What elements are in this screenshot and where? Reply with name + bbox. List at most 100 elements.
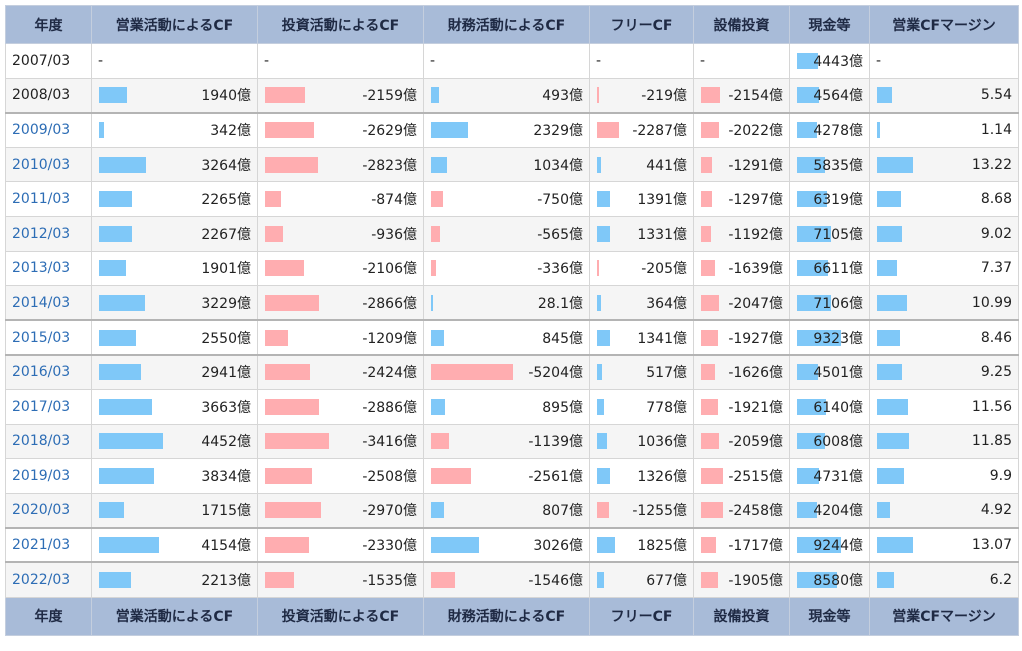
operating-cf-margin-cell: 9.9: [869, 458, 1019, 494]
year-cell[interactable]: 2012/03: [5, 215, 92, 252]
operating-cf-margin-bar: [877, 329, 900, 346]
capex-cell: -1921億: [693, 388, 790, 425]
table-row: 2011/03 2265億 -874億 -750億 1391億 -1297億 6319億 8.…: [5, 181, 1019, 217]
year-cell[interactable]: 2017/03: [5, 388, 92, 425]
operating-cf-cell: 3229億: [91, 285, 258, 321]
free-cf-value: 677億: [646, 572, 687, 589]
year-label[interactable]: 2011/03: [12, 191, 71, 208]
operating-cf-cell: 3834億: [91, 458, 258, 494]
operating-cf-bar: [99, 571, 131, 588]
cash-value: 4278億: [813, 123, 863, 140]
year-cell: 2008/03: [5, 77, 92, 114]
free-cf-bar: [597, 87, 599, 104]
investing-cf-bar: [265, 502, 321, 519]
year-cell[interactable]: 2022/03: [5, 561, 92, 598]
operating-cf-cell: 1940億: [91, 77, 258, 114]
free-cf-bar: [597, 156, 601, 173]
financing-cf-bar: [431, 87, 439, 104]
operating-cf-cell: 2941億: [91, 353, 258, 390]
operating-cf-margin-cell: 9.25: [869, 353, 1019, 390]
year-label[interactable]: 2013/03: [12, 260, 71, 277]
investing-cf-value: -1209億: [362, 330, 417, 347]
year-label[interactable]: 2009/03: [12, 122, 71, 139]
free-cf-value: 1326億: [637, 468, 687, 485]
operating-cf-margin-bar: [877, 364, 902, 381]
investing-cf-bar: [265, 294, 319, 311]
capex-bar: [701, 225, 711, 242]
free-cf-value: 778億: [646, 399, 687, 416]
year-label[interactable]: 2010/03: [12, 156, 71, 173]
capex-cell: -1905億: [693, 561, 790, 598]
capex-value: -2022億: [728, 123, 783, 140]
year-cell[interactable]: 2011/03: [5, 181, 92, 217]
year-label[interactable]: 2017/03: [12, 398, 71, 415]
capex-cell: -1626億: [693, 353, 790, 390]
year-label[interactable]: 2012/03: [12, 225, 71, 242]
footer-col-6: 現金等: [789, 596, 870, 636]
operating-cf-margin-bar: [877, 87, 892, 104]
free-cf-cell: 441億: [589, 146, 694, 183]
financing-cf-cell: -5204億: [423, 353, 590, 390]
financing-cf-bar: [431, 191, 443, 208]
year-cell[interactable]: 2009/03: [5, 111, 92, 148]
year-cell[interactable]: 2021/03: [5, 526, 92, 563]
operating-cf-margin-value: 6.2: [989, 571, 1012, 588]
operating-cf-cell: 2265億: [91, 181, 258, 217]
financing-cf-value: -1546億: [528, 572, 583, 589]
capex-cell: -1192億: [693, 215, 790, 252]
free-cf-bar: [597, 502, 609, 519]
operating-cf-margin-bar: [877, 467, 904, 484]
header-col-3: 財務活動によるCF: [423, 5, 590, 44]
year-label[interactable]: 2020/03: [12, 502, 71, 519]
financing-cf-value: 807億: [542, 503, 583, 520]
financing-cf-value: -5204億: [528, 365, 583, 382]
year-cell[interactable]: 2020/03: [5, 492, 92, 529]
cash-value: 6611億: [813, 261, 863, 278]
financing-cf-value: 493億: [542, 88, 583, 105]
year-label[interactable]: 2015/03: [12, 329, 71, 346]
free-cf-cell: -205億: [589, 250, 694, 287]
year-cell[interactable]: 2010/03: [5, 146, 92, 183]
investing-cf-value: -2330億: [362, 538, 417, 555]
financing-cf-value: 1034億: [533, 157, 583, 174]
year-cell[interactable]: 2018/03: [5, 423, 92, 460]
operating-cf-margin-value: 9.9: [989, 467, 1012, 484]
financing-cf-bar: [431, 260, 436, 277]
cash-value: 9323億: [813, 330, 863, 347]
investing-cf-value: -2886億: [362, 399, 417, 416]
financing-cf-value: -750億: [537, 192, 583, 209]
financing-cf-value: -565億: [537, 226, 583, 243]
year-label[interactable]: 2018/03: [12, 433, 71, 450]
investing-cf-bar: [265, 87, 305, 104]
year-label[interactable]: 2016/03: [12, 364, 71, 381]
capex-cell: -1291億: [693, 146, 790, 183]
table-row: 2017/03 3663億 -2886億 895億 778億 -1921億 6140億 11.…: [5, 388, 1019, 425]
footer-col-5: 設備投資: [693, 596, 790, 636]
capex-bar: [701, 87, 720, 104]
operating-cf-bar: [99, 260, 126, 277]
year-label[interactable]: 2014/03: [12, 294, 71, 311]
year-cell[interactable]: 2019/03: [5, 458, 92, 494]
year-cell[interactable]: 2013/03: [5, 250, 92, 287]
investing-cf-cell: -3416億: [257, 423, 424, 460]
free-cf-value: 364億: [646, 295, 687, 312]
capex-bar: [701, 398, 718, 415]
investing-cf-value: -2823億: [362, 157, 417, 174]
year-cell[interactable]: 2014/03: [5, 285, 92, 321]
operating-cf-cell: 3663億: [91, 388, 258, 425]
financing-cf-value: 28.1億: [537, 295, 583, 312]
capex-bar: [701, 191, 712, 208]
cash-cell: 9323億: [789, 319, 870, 356]
year-cell[interactable]: 2016/03: [5, 353, 92, 390]
financing-cf-cell: 895億: [423, 388, 590, 425]
operating-cf-margin-value: 5.54: [980, 87, 1012, 104]
free-cf-value: -2287億: [632, 123, 687, 140]
year-cell[interactable]: 2015/03: [5, 319, 92, 356]
year-label[interactable]: 2021/03: [12, 537, 71, 554]
investing-cf-cell: -2508億: [257, 458, 424, 494]
year-label[interactable]: 2022/03: [12, 571, 71, 588]
investing-cf-cell: -2970億: [257, 492, 424, 529]
operating-cf-bar: [99, 225, 132, 242]
year-label[interactable]: 2019/03: [12, 467, 71, 484]
free-cf-cell: 364億: [589, 285, 694, 321]
